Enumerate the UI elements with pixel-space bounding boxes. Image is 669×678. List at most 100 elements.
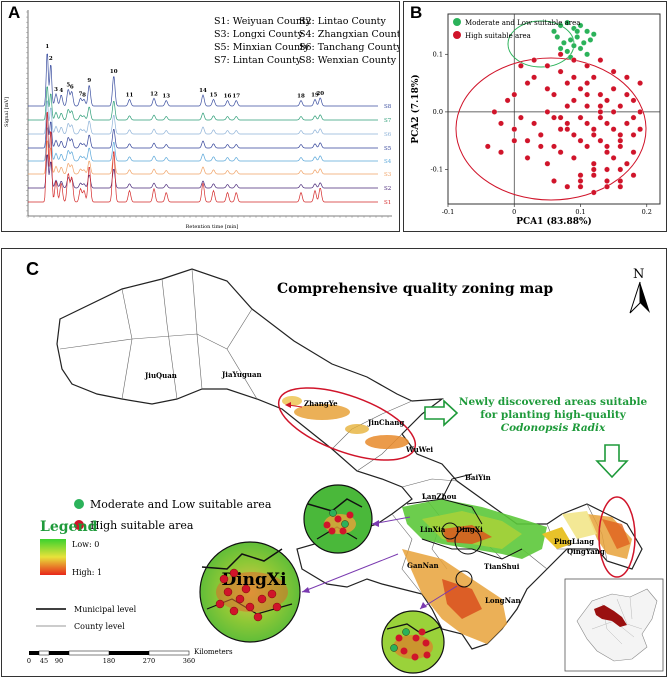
- high-point: [624, 91, 630, 98]
- high-point: [617, 137, 624, 144]
- high-point: [557, 149, 564, 156]
- peak-label-15: 15: [210, 92, 218, 98]
- high-point: [604, 97, 610, 104]
- new-area-arrow-down: [595, 444, 629, 479]
- high-point: [564, 80, 571, 86]
- peak-label-19: 19: [311, 92, 319, 98]
- high-point: [584, 91, 590, 98]
- gradient-low: Low: 0: [72, 540, 99, 549]
- chromatogram-ylabel: Signal [mV]: [4, 97, 10, 127]
- pca-xtick: 0: [512, 208, 516, 216]
- legend-s3: S3: Longxi County: [214, 29, 303, 40]
- city-linxia: LinXia: [420, 525, 446, 534]
- high-point: [571, 97, 577, 104]
- high-point: [557, 114, 564, 121]
- high-point: [557, 68, 564, 75]
- high-point: [511, 137, 518, 144]
- high-point: [577, 85, 584, 92]
- scale-bar: 0 45 90 180 270 360 Kilometers: [27, 648, 233, 665]
- high-point: [617, 183, 624, 190]
- city-labels: JiuQuan JiaYuguan ZhangYe JinChang WuWei…: [144, 370, 605, 605]
- high-point: [617, 143, 624, 150]
- high-point: [537, 132, 544, 138]
- peak-label-1: 1: [45, 44, 49, 50]
- high-point: [630, 149, 637, 156]
- moderate-point: [561, 39, 567, 46]
- high-ellipse: [455, 57, 647, 201]
- moderate-point: [577, 22, 584, 29]
- scale-tick-270: 270: [143, 657, 155, 665]
- high-point: [590, 172, 597, 179]
- north-letter: N: [633, 267, 644, 282]
- high-point: [571, 74, 577, 81]
- trace-label-s7: S7: [384, 118, 392, 124]
- city-gannan: GanNan: [407, 561, 439, 570]
- high-point: [590, 132, 597, 138]
- high-point: [491, 109, 498, 115]
- city-dingxi: DingXi: [456, 525, 483, 534]
- high-point: [564, 120, 571, 127]
- trace-label-s8: S8: [384, 104, 392, 110]
- high-point: [537, 143, 544, 150]
- peak-label-3: 3: [54, 87, 58, 93]
- peak-label-20: 20: [316, 91, 324, 97]
- trace-s4: [28, 127, 378, 162]
- high-point: [630, 97, 637, 104]
- map-legend-high: High suitable area: [90, 519, 194, 532]
- high-point: [551, 178, 557, 184]
- high-point: [610, 68, 617, 75]
- high-point: [498, 149, 504, 156]
- high-point: [544, 85, 551, 92]
- city-wuwei: WuWei: [405, 445, 433, 454]
- city-tianshui: TianShui: [484, 562, 520, 571]
- high-point: [597, 137, 604, 144]
- moderate-point: [584, 51, 590, 58]
- scale-unit: Kilometers: [194, 648, 233, 656]
- high-point: [624, 160, 630, 167]
- moderate-point: [590, 31, 597, 38]
- panel-c-label: C: [26, 259, 39, 279]
- legend-s2: S2: Lintao County: [299, 16, 387, 27]
- moderate-point: [587, 37, 594, 43]
- china-inset-map: [564, 578, 664, 672]
- scale-tick-180: 180: [103, 657, 115, 665]
- high-point: [577, 178, 584, 184]
- high-point: [577, 172, 584, 179]
- high-point: [624, 120, 630, 127]
- high-point: [610, 126, 617, 133]
- peak-label-10: 10: [110, 69, 118, 75]
- chromatogram-xlabel: Retention time [min]: [186, 224, 239, 230]
- high-point: [597, 114, 604, 121]
- legend-municipal: Municipal level: [74, 605, 137, 614]
- high-point: [637, 80, 643, 86]
- trace-label-s5: S5: [384, 146, 392, 152]
- trace-s8: [28, 53, 378, 107]
- map-legend-moderate-marker: [74, 499, 84, 509]
- peak-label-4: 4: [59, 88, 63, 94]
- moderate-point: [577, 45, 584, 52]
- city-jinchang: JinChang: [367, 418, 404, 427]
- high-point: [584, 120, 590, 127]
- city-baiyin: BaiYin: [465, 473, 491, 482]
- high-point: [590, 74, 597, 81]
- high-point: [590, 189, 597, 196]
- peak-label-2: 2: [49, 56, 53, 62]
- moderate-point: [564, 19, 571, 26]
- trace-label-s1: S1: [384, 200, 391, 206]
- map-legend-title: Legend: [40, 519, 98, 535]
- new-areas-line2: for planting high-quality: [480, 409, 627, 421]
- map-legend-high-marker: [74, 520, 84, 530]
- panel-c-map: C: [1, 248, 667, 677]
- peak-label-11: 11: [126, 92, 134, 98]
- high-point: [577, 114, 584, 121]
- high-point: [571, 155, 577, 161]
- high-point: [604, 149, 610, 156]
- high-point: [590, 160, 597, 167]
- moderate-point: [551, 28, 557, 35]
- high-point: [524, 155, 531, 161]
- trace-s3: [28, 140, 378, 175]
- city-zhangye: ZhangYe: [304, 399, 338, 408]
- high-point: [584, 62, 590, 69]
- high-point: [617, 178, 624, 184]
- pca-xtick: 0.1: [575, 208, 585, 216]
